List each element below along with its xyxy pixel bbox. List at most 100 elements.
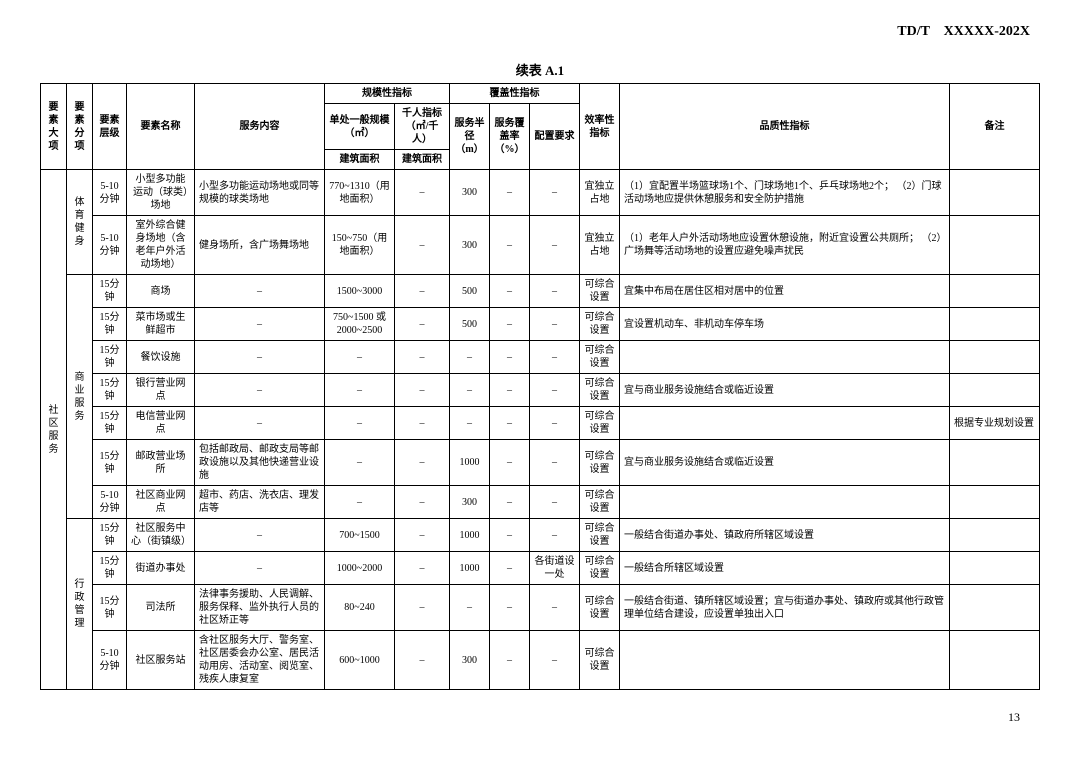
cell: 15分钟 bbox=[93, 585, 127, 631]
cell: – bbox=[530, 440, 580, 486]
cell: 法律事务援助、人民调解、服务保释、监外执行人员的社区矫正等 bbox=[195, 585, 325, 631]
cell: – bbox=[395, 440, 450, 486]
cell: 15分钟 bbox=[93, 374, 127, 407]
cell: – bbox=[195, 519, 325, 552]
cell: 可综合设置 bbox=[580, 374, 620, 407]
table-row: 15分钟 邮政营业场所 包括邮政局、邮政支局等邮政设施以及其他快递营业设施 – … bbox=[41, 440, 1040, 486]
cell: – bbox=[395, 486, 450, 519]
cell: 健身场所，含广场舞场地 bbox=[195, 216, 325, 275]
h-remark: 备注 bbox=[950, 84, 1040, 170]
cell: 宜设置机动车、非机动车停车场 bbox=[620, 308, 950, 341]
cell: 770~1310（用地面积） bbox=[325, 170, 395, 216]
cell: – bbox=[490, 585, 530, 631]
table-row: 行政管理 15分钟 社区服务中心（街镇级） – 700~1500 – 1000 … bbox=[41, 519, 1040, 552]
cell: – bbox=[490, 631, 530, 690]
table-row: 15分钟 街道办事处 – 1000~2000 – 1000 – 各街道设一处 可… bbox=[41, 552, 1040, 585]
cell: 750~1500 或 2000~2500 bbox=[325, 308, 395, 341]
cell: 5-10分钟 bbox=[93, 631, 127, 690]
cell: – bbox=[530, 170, 580, 216]
cell: 1000 bbox=[450, 552, 490, 585]
cell: 银行营业网点 bbox=[127, 374, 195, 407]
cell: – bbox=[325, 486, 395, 519]
cell bbox=[620, 631, 950, 690]
h-coverage: 覆盖性指标 bbox=[450, 84, 580, 104]
cell: 菜市场或生鲜超市 bbox=[127, 308, 195, 341]
cell: – bbox=[395, 341, 450, 374]
cell: – bbox=[395, 552, 450, 585]
cell: 一般结合所辖区域设置 bbox=[620, 552, 950, 585]
h-area2: 建筑面积 bbox=[395, 150, 450, 170]
cell: – bbox=[195, 341, 325, 374]
table-row: 15分钟 司法所 法律事务援助、人民调解、服务保释、监外执行人员的社区矫正等 8… bbox=[41, 585, 1040, 631]
cell: – bbox=[530, 275, 580, 308]
cell: – bbox=[395, 170, 450, 216]
table-row: 5-10分钟 室外综合健身场地（含老年户外活动场地） 健身场所，含广场舞场地 1… bbox=[41, 216, 1040, 275]
cell bbox=[950, 308, 1040, 341]
cell: – bbox=[325, 407, 395, 440]
cell: 可综合设置 bbox=[580, 407, 620, 440]
cell bbox=[950, 170, 1040, 216]
cell: 150~750（用地面积） bbox=[325, 216, 395, 275]
cell: – bbox=[530, 519, 580, 552]
cell bbox=[950, 374, 1040, 407]
cell: 超市、药店、洗衣店、理发店等 bbox=[195, 486, 325, 519]
cell: 一般结合街道办事处、镇政府所辖区域设置 bbox=[620, 519, 950, 552]
cell: 室外综合健身场地（含老年户外活动场地） bbox=[127, 216, 195, 275]
doc-id: TD/T XXXXX-202X bbox=[40, 20, 1040, 40]
cell: 含社区服务大厅、警务室、社区居委会办公室、居民活动用房、活动室、阅览室、残疾人康… bbox=[195, 631, 325, 690]
cell: – bbox=[395, 407, 450, 440]
cell: – bbox=[450, 407, 490, 440]
cell: 15分钟 bbox=[93, 440, 127, 486]
cell: 可综合设置 bbox=[580, 486, 620, 519]
cell: 小型多功能运动（球类）场地 bbox=[127, 170, 195, 216]
cell: 宜独立占地 bbox=[580, 216, 620, 275]
h-level: 要素层级 bbox=[93, 84, 127, 170]
cell: 可综合设置 bbox=[580, 519, 620, 552]
cell: – bbox=[195, 308, 325, 341]
cell: – bbox=[450, 374, 490, 407]
table-row: 15分钟 餐饮设施 – – – – – – 可综合设置 bbox=[41, 341, 1040, 374]
cell: 根据专业规划设置 bbox=[950, 407, 1040, 440]
cell: 300 bbox=[450, 486, 490, 519]
header-row-1: 要素大项 要素分项 要素层级 要素名称 服务内容 规模性指标 覆盖性指标 效率性… bbox=[41, 84, 1040, 104]
cell: – bbox=[395, 275, 450, 308]
h-coverrate: 服务覆盖率（%） bbox=[490, 104, 530, 170]
table-row: 15分钟 菜市场或生鲜超市 – 750~1500 或 2000~2500 – 5… bbox=[41, 308, 1040, 341]
cell bbox=[950, 275, 1040, 308]
cell: – bbox=[490, 275, 530, 308]
cell: – bbox=[195, 407, 325, 440]
cell: 5-10分钟 bbox=[93, 486, 127, 519]
h-name: 要素名称 bbox=[127, 84, 195, 170]
cell: 15分钟 bbox=[93, 341, 127, 374]
cell: – bbox=[195, 275, 325, 308]
cell: – bbox=[530, 374, 580, 407]
h-eff: 效率性指标 bbox=[580, 84, 620, 170]
cell: 可综合设置 bbox=[580, 440, 620, 486]
cell: 宜独立占地 bbox=[580, 170, 620, 216]
cell: 可综合设置 bbox=[580, 631, 620, 690]
dim-main: 社区服务 bbox=[41, 170, 67, 690]
cell: 包括邮政局、邮政支局等邮政设施以及其他快递营业设施 bbox=[195, 440, 325, 486]
cell: 可综合设置 bbox=[580, 585, 620, 631]
cell: – bbox=[395, 216, 450, 275]
cell: 电信营业网点 bbox=[127, 407, 195, 440]
cell: （1）宜配置半场篮球场1个、门球场地1个、乒乓球场地2个； （2）门球活动场地应… bbox=[620, 170, 950, 216]
cell: 餐饮设施 bbox=[127, 341, 195, 374]
cell: – bbox=[490, 170, 530, 216]
cell: – bbox=[195, 552, 325, 585]
cell: 司法所 bbox=[127, 585, 195, 631]
sub-sports: 体育健身 bbox=[67, 170, 93, 275]
h-radius: 服务半径（m） bbox=[450, 104, 490, 170]
cell: 80~240 bbox=[325, 585, 395, 631]
cell: 15分钟 bbox=[93, 308, 127, 341]
cell: （1）老年人户外活动场地应设置休憩设施，附近宜设置公共厕所； （2）广场舞等活动… bbox=[620, 216, 950, 275]
table-row: 5-10分钟 社区商业网点 超市、药店、洗衣店、理发店等 – – 300 – –… bbox=[41, 486, 1040, 519]
cell: – bbox=[395, 631, 450, 690]
cell: – bbox=[450, 341, 490, 374]
cell: – bbox=[530, 631, 580, 690]
cell: – bbox=[490, 440, 530, 486]
cell: 15分钟 bbox=[93, 552, 127, 585]
cell: 可综合设置 bbox=[580, 341, 620, 374]
cell: – bbox=[490, 308, 530, 341]
table-row: 15分钟 银行营业网点 – – – – – – 可综合设置 宜与商业服务设施结合… bbox=[41, 374, 1040, 407]
